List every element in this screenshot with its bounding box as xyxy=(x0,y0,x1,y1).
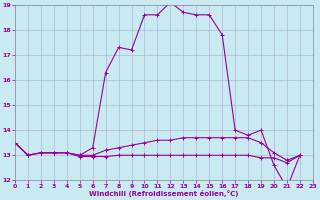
X-axis label: Windchill (Refroidissement éolien,°C): Windchill (Refroidissement éolien,°C) xyxy=(89,190,239,197)
